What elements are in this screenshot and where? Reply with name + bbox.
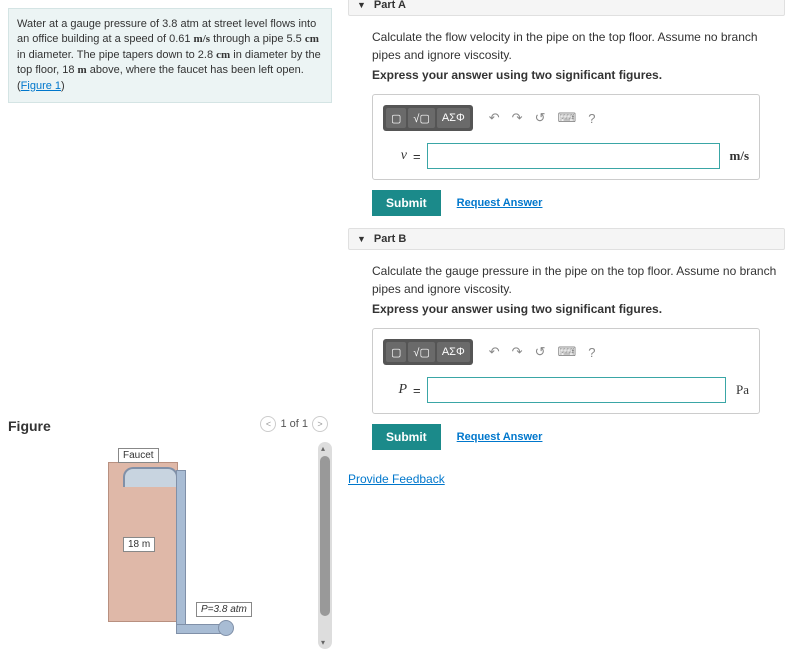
greek-button[interactable]: ΑΣΦ xyxy=(437,108,470,128)
greek-button[interactable]: ΑΣΦ xyxy=(437,342,470,362)
part-a-unit: m/s xyxy=(730,148,750,164)
figure-faucet-pipe xyxy=(123,467,178,487)
scroll-thumb[interactable] xyxy=(320,456,330,616)
figure-faucet-label: Faucet xyxy=(118,448,159,463)
part-a-request-answer-link[interactable]: Request Answer xyxy=(457,197,543,209)
part-a-variable: v xyxy=(383,148,407,164)
part-b-variable: P xyxy=(383,382,407,398)
part-b-answer-input[interactable] xyxy=(427,377,726,403)
scroll-down-icon[interactable]: ▾ xyxy=(321,638,325,647)
redo-button[interactable]: ↷ xyxy=(506,110,529,126)
undo-button[interactable]: ↶ xyxy=(483,110,506,126)
figure-height-label: 18 m xyxy=(123,537,155,552)
figure-prev-button[interactable]: < xyxy=(260,416,276,432)
part-a-answer-input[interactable] xyxy=(427,143,720,169)
problem-statement: Water at a gauge pressure of 3.8 atm at … xyxy=(8,8,332,103)
part-b-label: Part B xyxy=(374,233,406,245)
collapse-icon: ▼ xyxy=(357,0,366,10)
figure-next-button[interactable]: > xyxy=(312,416,328,432)
part-b-header[interactable]: ▼ Part B xyxy=(348,228,785,250)
figure-section: Figure < 1 of 1 > Faucet 18 m P=3.8 atm xyxy=(8,418,332,649)
template-button[interactable]: ▢ xyxy=(386,342,406,362)
figure-pipe-horizontal xyxy=(176,624,221,634)
part-b-body: Calculate the gauge pressure in the pipe… xyxy=(348,250,785,462)
equals-sign: = xyxy=(413,383,421,398)
sqrt-button[interactable]: √▢ xyxy=(408,108,434,128)
equals-sign: = xyxy=(413,149,421,164)
figure-link[interactable]: Figure 1 xyxy=(21,80,61,92)
part-b-instruction: Express your answer using two significan… xyxy=(372,302,777,316)
figure-valve xyxy=(218,620,234,636)
part-a-label: Part A xyxy=(374,0,406,11)
part-b-request-answer-link[interactable]: Request Answer xyxy=(457,431,543,443)
undo-button[interactable]: ↶ xyxy=(483,344,506,360)
figure-nav: < 1 of 1 > xyxy=(8,416,332,432)
help-button[interactable]: ? xyxy=(582,345,601,360)
keyboard-button[interactable]: ⌨ xyxy=(551,344,582,360)
figure-pipe-vertical xyxy=(176,470,186,630)
part-b-unit: Pa xyxy=(736,382,749,398)
part-a-submit-button[interactable]: Submit xyxy=(372,190,441,216)
figure-counter: 1 of 1 xyxy=(280,418,308,430)
part-a-instruction: Express your answer using two significan… xyxy=(372,68,777,82)
reset-button[interactable]: ↺ xyxy=(529,344,552,360)
right-column: ▼ Part A Calculate the flow velocity in … xyxy=(340,0,793,640)
part-a-header[interactable]: ▼ Part A xyxy=(348,0,785,16)
redo-button[interactable]: ↷ xyxy=(506,344,529,360)
part-a-answer-box: ▢ √▢ ΑΣΦ ↶ ↷ ↺ ⌨ ? v = m/s xyxy=(372,94,760,180)
part-a-toolbar: ▢ √▢ ΑΣΦ xyxy=(383,105,473,131)
part-a-question: Calculate the flow velocity in the pipe … xyxy=(372,28,777,64)
part-b-submit-button[interactable]: Submit xyxy=(372,424,441,450)
figure-pressure-label: P=3.8 atm xyxy=(196,602,252,617)
collapse-icon: ▼ xyxy=(357,234,366,244)
figure-image: Faucet 18 m P=3.8 atm xyxy=(28,442,308,649)
keyboard-button[interactable]: ⌨ xyxy=(551,110,582,126)
part-b-answer-box: ▢ √▢ ΑΣΦ ↶ ↷ ↺ ⌨ ? P = Pa xyxy=(372,328,760,414)
template-button[interactable]: ▢ xyxy=(386,108,406,128)
figure-scrollbar[interactable]: ▴ ▾ xyxy=(318,442,332,649)
part-b-question: Calculate the gauge pressure in the pipe… xyxy=(372,262,777,298)
part-b-toolbar: ▢ √▢ ΑΣΦ xyxy=(383,339,473,365)
help-button[interactable]: ? xyxy=(582,111,601,126)
provide-feedback-link[interactable]: Provide Feedback xyxy=(348,472,445,486)
reset-button[interactable]: ↺ xyxy=(529,110,552,126)
scroll-up-icon[interactable]: ▴ xyxy=(321,444,325,453)
part-a-body: Calculate the flow velocity in the pipe … xyxy=(348,16,785,228)
sqrt-button[interactable]: √▢ xyxy=(408,342,434,362)
left-column: Water at a gauge pressure of 3.8 atm at … xyxy=(0,0,340,640)
